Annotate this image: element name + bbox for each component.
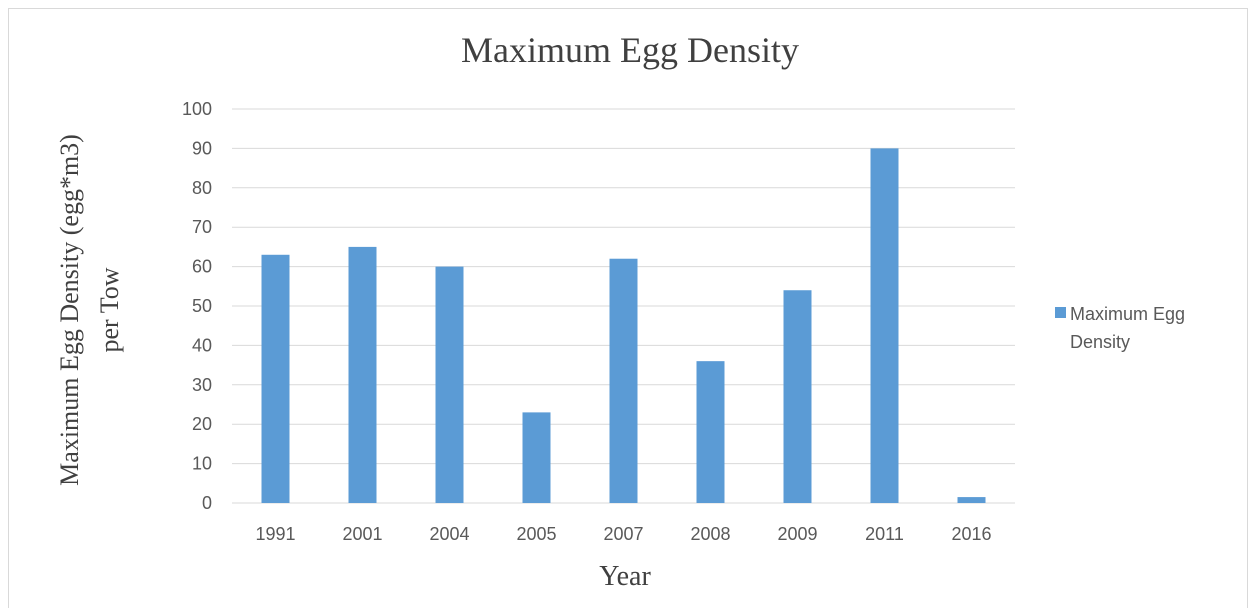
y-tick-label: 20 [192, 414, 212, 434]
y-tick-label: 30 [192, 375, 212, 395]
legend-label-line-2: Density [1070, 332, 1130, 352]
x-tick-label: 2008 [690, 524, 730, 544]
bar-2007 [609, 258, 638, 503]
y-axis-ticks: 0 10 20 30 40 50 60 70 80 90 100 [182, 99, 212, 513]
legend-label-line-1: Maximum Egg [1070, 304, 1185, 324]
y-axis-label: Maximum Egg Density (egg*m3) per Tow [55, 134, 124, 486]
y-tick-label: 0 [202, 493, 212, 513]
y-tick-label: 100 [182, 99, 212, 119]
bar-2011 [870, 148, 899, 503]
bar-2004 [435, 266, 464, 503]
bar-1991 [261, 254, 290, 503]
y-tick-label: 50 [192, 296, 212, 316]
legend: Maximum Egg Density [1055, 304, 1185, 352]
x-tick-label: 2007 [603, 524, 643, 544]
y-tick-label: 70 [192, 217, 212, 237]
chart-title: Maximum Egg Density [461, 30, 799, 70]
x-axis-ticks: 1991 2001 2004 2005 2007 2008 2009 2011 2016 [255, 524, 991, 544]
bars [261, 148, 986, 503]
x-tick-label: 2001 [342, 524, 382, 544]
x-tick-label: 2011 [865, 524, 904, 544]
x-tick-label: 1991 [255, 524, 295, 544]
x-tick-label: 2004 [429, 524, 469, 544]
x-tick-label: 2005 [516, 524, 556, 544]
y-tick-label: 90 [192, 138, 212, 158]
x-tick-label: 2009 [777, 524, 817, 544]
y-axis-label-line-1: Maximum Egg Density (egg*m3) [55, 134, 84, 486]
bar-2016 [957, 497, 986, 503]
y-tick-label: 10 [192, 454, 212, 474]
y-axis-label-line-2: per Tow [95, 267, 124, 352]
bar-2008 [696, 361, 725, 503]
bar-2009 [783, 290, 812, 503]
bar-2001 [348, 246, 377, 503]
legend-swatch [1055, 307, 1066, 318]
x-tick-label: 2016 [951, 524, 991, 544]
chart-frame [8, 8, 1248, 608]
y-tick-label: 60 [192, 257, 212, 277]
x-axis-label: Year [599, 561, 651, 592]
y-tick-label: 80 [192, 178, 212, 198]
y-tick-label: 40 [192, 335, 212, 355]
bar-2005 [522, 412, 551, 503]
